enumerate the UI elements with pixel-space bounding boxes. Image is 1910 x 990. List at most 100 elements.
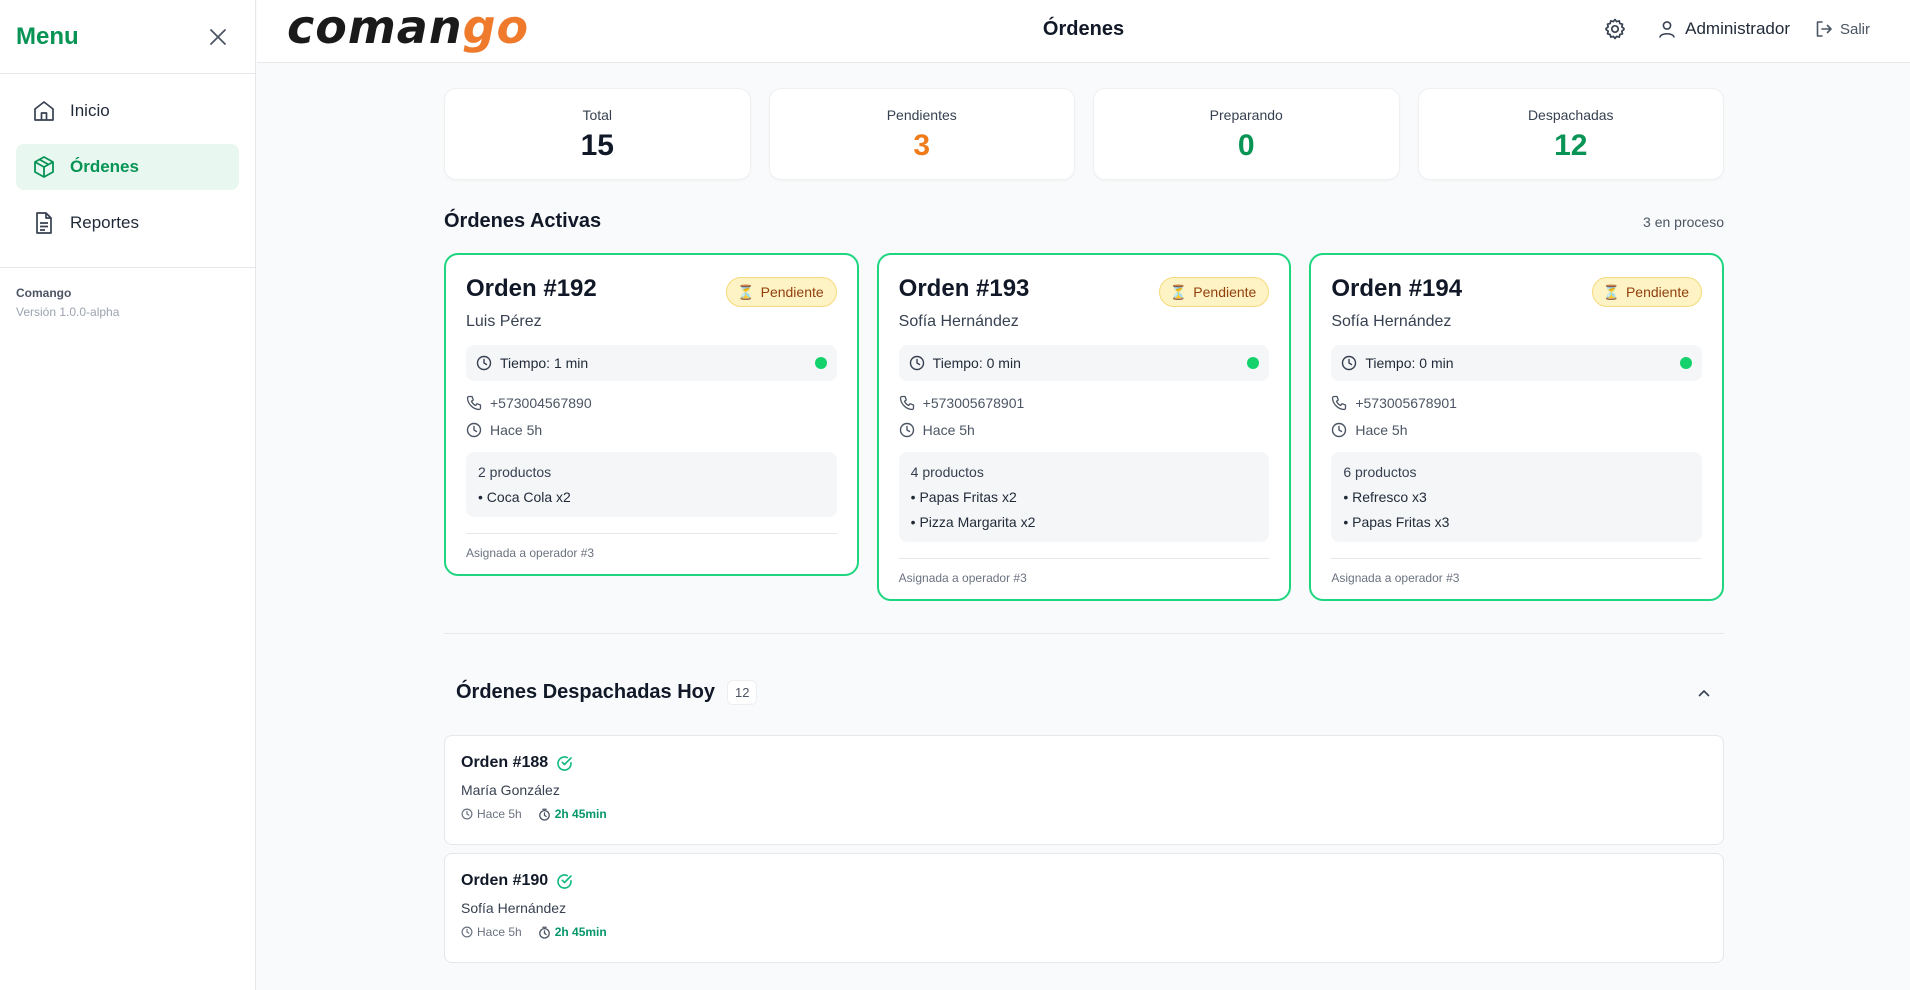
products-box: 6 productos • Refresco x3 • Papas Fritas… xyxy=(1331,452,1703,542)
order-meta: Hace 5h 2h 45min xyxy=(461,925,1707,939)
sidebar-nav: Inicio Órdenes Reportes xyxy=(0,74,255,268)
phone-icon xyxy=(1332,395,1347,411)
clock-icon xyxy=(1342,355,1357,371)
product-item: • Refresco x3 xyxy=(1343,489,1427,505)
sidebar: Menu Inicio Órdenes Reportes Comango Ver… xyxy=(0,0,256,990)
sidebar-header: Menu xyxy=(0,0,255,74)
sidebar-item-label: Órdenes xyxy=(70,157,139,176)
order-phone: +573005678901 xyxy=(1331,395,1702,411)
timer-icon xyxy=(538,926,550,939)
status-dot xyxy=(1247,357,1260,369)
list-item[interactable]: Orden #190 Sofía Hernández Hace 5h 2h 45… xyxy=(444,853,1724,963)
user-name: Administrador xyxy=(1685,19,1790,38)
stat-value: 3 xyxy=(913,129,931,162)
check-circle-icon xyxy=(557,755,572,771)
close-icon[interactable] xyxy=(207,26,229,48)
order-age-text: Hace 5h xyxy=(1355,422,1408,438)
status-badge: ⏳ Pendiente xyxy=(726,277,837,307)
sidebar-item-inicio[interactable]: Inicio xyxy=(16,88,239,134)
clock-icon xyxy=(476,355,492,371)
products-count: 4 productos xyxy=(910,464,984,480)
chevron-up-icon[interactable] xyxy=(1696,685,1712,701)
product-item: • Coca Cola x2 xyxy=(478,489,571,505)
timer-icon xyxy=(538,808,550,821)
hourglass-icon: ⏳ xyxy=(1602,283,1620,300)
stat-value: 15 xyxy=(580,129,614,162)
customer-name: Sofía Hernández xyxy=(461,900,567,916)
customer-name: Sofía Hernández xyxy=(898,313,1019,330)
order-timer: Tiempo: 0 min xyxy=(898,345,1270,381)
clock-icon xyxy=(466,422,482,438)
stat-preparing: Preparando 0 xyxy=(1093,88,1400,180)
logout-label: Salir xyxy=(1839,20,1870,38)
product-item: • Papas Fritas x3 xyxy=(1343,514,1450,530)
stat-label: Preparando xyxy=(1209,107,1283,123)
sidebar-item-ordenes[interactable]: Órdenes xyxy=(16,144,239,190)
section-title: Órdenes Activas xyxy=(444,210,602,232)
order-title: Orden #188 xyxy=(461,754,549,771)
order-card[interactable]: Orden #192 ⏳ Pendiente Luis Pérez Tiempo:… xyxy=(444,253,859,576)
product-item: • Pizza Margarita x2 xyxy=(910,514,1036,530)
list-item[interactable]: Orden #188 María González Hace 5h 2h 45m… xyxy=(444,735,1724,845)
phone-icon xyxy=(466,395,482,411)
logout-icon xyxy=(1816,21,1832,37)
customer-name: María González xyxy=(461,782,560,798)
sidebar-item-reportes[interactable]: Reportes xyxy=(16,200,239,246)
logo-text-dark: coman xyxy=(287,0,463,54)
order-age: Hace 5h xyxy=(1331,422,1702,438)
stat-label: Despachadas xyxy=(1527,107,1614,123)
stat-total: Total 15 xyxy=(444,88,751,180)
dispatched-count-badge: 12 xyxy=(727,680,758,705)
order-age-text: Hace 5h xyxy=(477,925,522,939)
status-dot xyxy=(1680,357,1693,369)
header-actions: Administrador Salir xyxy=(1603,17,1870,41)
products-box: 2 productos • Coca Cola x2 xyxy=(466,452,837,517)
order-card[interactable]: Orden #193 ⏳ Pendiente Sofía Hernández Ti… xyxy=(876,253,1292,601)
logout-button[interactable]: Salir xyxy=(1814,19,1870,39)
logo[interactable]: comango xyxy=(287,2,529,52)
sidebar-item-label: Reportes xyxy=(70,213,139,232)
user-icon xyxy=(1659,21,1675,38)
clock-icon xyxy=(899,422,914,438)
order-age-text: Hace 5h xyxy=(490,422,543,438)
gear-icon[interactable] xyxy=(1603,17,1627,41)
timer-text: Tiempo: 1 min xyxy=(500,355,589,371)
stat-dispatched: Despachadas 12 xyxy=(1417,88,1724,180)
products-count: 6 productos xyxy=(1343,464,1417,480)
duration-text: 2h 45min xyxy=(554,925,607,939)
home-icon xyxy=(34,101,54,121)
status-badge: ⏳ Pendiente xyxy=(1591,277,1703,307)
stat-value: 12 xyxy=(1554,129,1588,162)
main-content: Total 15 Pendientes 3 Preparando 0 Despa… xyxy=(444,88,1725,971)
logo-text-orange: go xyxy=(462,0,530,54)
dispatched-header: Órdenes Despachadas Hoy 12 xyxy=(444,680,1724,705)
phone-number: +573005678901 xyxy=(1355,395,1457,411)
assigned-operator: Asignada a operador #3 xyxy=(466,533,837,560)
section-title: Órdenes Despachadas Hoy xyxy=(456,681,715,703)
order-title: Orden #194 xyxy=(1331,275,1463,302)
order-phone: +573005678901 xyxy=(899,395,1270,411)
dispatched-list: Orden #188 María González Hace 5h 2h 45m… xyxy=(444,735,1724,963)
phone-number: +573004567890 xyxy=(490,395,592,411)
order-timer: Tiempo: 1 min xyxy=(466,345,837,381)
order-age-text: Hace 5h xyxy=(922,422,975,438)
customer-name: Luis Pérez xyxy=(466,313,542,330)
clock-icon xyxy=(461,926,473,938)
sidebar-item-label: Inicio xyxy=(70,101,110,120)
user-menu[interactable]: Administrador xyxy=(1657,19,1790,39)
sidebar-title: Menu xyxy=(16,22,79,50)
customer-name: Sofía Hernández xyxy=(1331,313,1452,330)
file-text-icon xyxy=(36,212,52,234)
order-phone: +573004567890 xyxy=(466,395,837,411)
clock-icon xyxy=(1332,422,1347,438)
hourglass-icon: ⏳ xyxy=(1169,283,1188,300)
order-card[interactable]: Orden #194 ⏳ Pendiente Sofía Hernández Ti… xyxy=(1309,253,1725,601)
order-title: Orden #193 xyxy=(898,275,1030,302)
status-dot xyxy=(814,357,827,369)
order-meta: Hace 5h 2h 45min xyxy=(461,807,1707,821)
duration-text: 2h 45min xyxy=(554,807,607,821)
order-age: Hace 5h xyxy=(466,422,837,438)
hourglass-icon: ⏳ xyxy=(737,283,755,300)
sidebar-footer: Comango Versión 1.0.0-alpha xyxy=(0,268,255,337)
order-timer: Tiempo: 0 min xyxy=(1331,345,1703,381)
